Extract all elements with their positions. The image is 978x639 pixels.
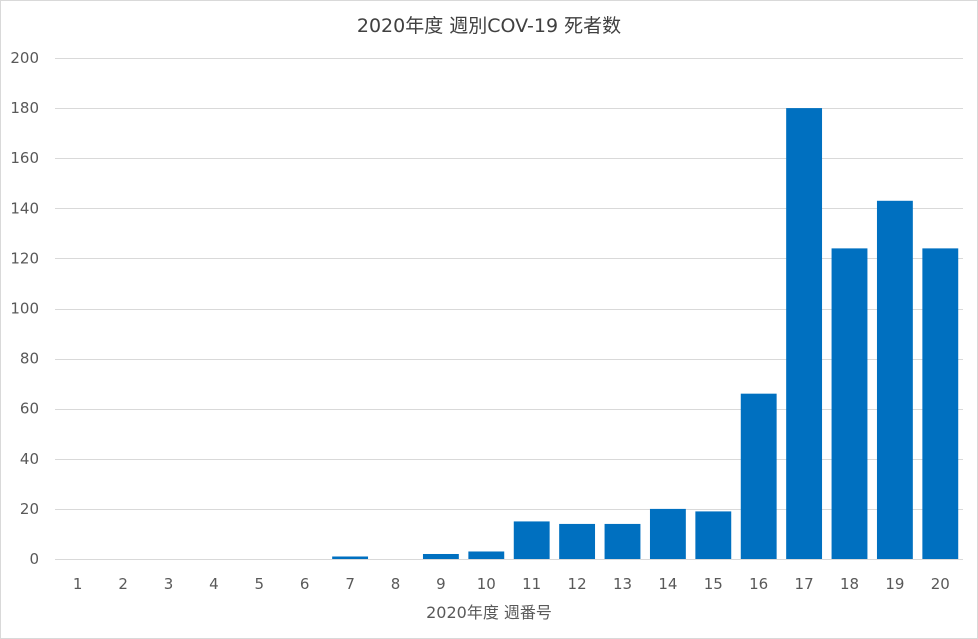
x-tick-label: 11 [522, 575, 541, 593]
x-tick-label: 9 [436, 575, 446, 593]
bar-week-10 [468, 551, 505, 559]
bar-week-14 [649, 508, 686, 559]
x-tick-label: 8 [391, 575, 401, 593]
y-tick-label: 0 [29, 550, 39, 568]
bar-week-9 [422, 553, 459, 559]
y-tick-label: 80 [20, 350, 39, 368]
bar-week-7 [332, 556, 369, 559]
y-tick-label: 200 [10, 49, 39, 67]
x-tick-label: 20 [931, 575, 950, 593]
bar-week-13 [604, 523, 641, 559]
bar-week-17 [786, 108, 823, 559]
bar-week-11 [513, 521, 550, 559]
x-tick-label: 4 [209, 575, 219, 593]
bar-week-16 [740, 393, 777, 559]
x-tick-label: 10 [477, 575, 496, 593]
y-tick-label: 40 [20, 450, 39, 468]
x-axis-ticks: 1 2 3 4 5 6 7 8 9 10 11 12 13 14 15 16 17 18 19 20 [73, 575, 950, 593]
x-tick-label: 6 [300, 575, 310, 593]
y-tick-label: 20 [20, 500, 39, 518]
gridlines [55, 58, 963, 560]
x-tick-label: 18 [840, 575, 859, 593]
x-tick-label: 15 [704, 575, 723, 593]
x-tick-label: 1 [73, 575, 83, 593]
y-tick-label: 140 [10, 199, 39, 217]
x-tick-label: 3 [164, 575, 174, 593]
x-tick-label: 12 [568, 575, 587, 593]
y-tick-label: 120 [10, 249, 39, 267]
bar-week-15 [695, 511, 732, 559]
bar-week-19 [876, 200, 913, 559]
chart-title: 2020年度 週別COV-19 死者数 [356, 15, 622, 37]
x-tick-label: 7 [345, 575, 355, 593]
x-axis-title: 2020年度 週番号 [426, 603, 552, 622]
x-tick-label: 16 [749, 575, 768, 593]
y-axis-ticks: 0 20 40 60 80 100 120 140 160 180 200 [10, 49, 39, 568]
x-tick-label: 19 [885, 575, 904, 593]
bar-week-20 [922, 248, 959, 559]
y-tick-label: 100 [10, 300, 39, 318]
y-tick-label: 160 [10, 149, 39, 167]
bar-week-18 [831, 248, 868, 559]
x-tick-label: 14 [658, 575, 677, 593]
x-tick-label: 5 [255, 575, 265, 593]
bars [332, 108, 959, 559]
bar-week-12 [559, 523, 596, 559]
x-tick-label: 17 [795, 575, 814, 593]
x-tick-label: 13 [613, 575, 632, 593]
x-tick-label: 2 [118, 575, 128, 593]
y-tick-label: 60 [20, 400, 39, 418]
y-tick-label: 180 [10, 99, 39, 117]
